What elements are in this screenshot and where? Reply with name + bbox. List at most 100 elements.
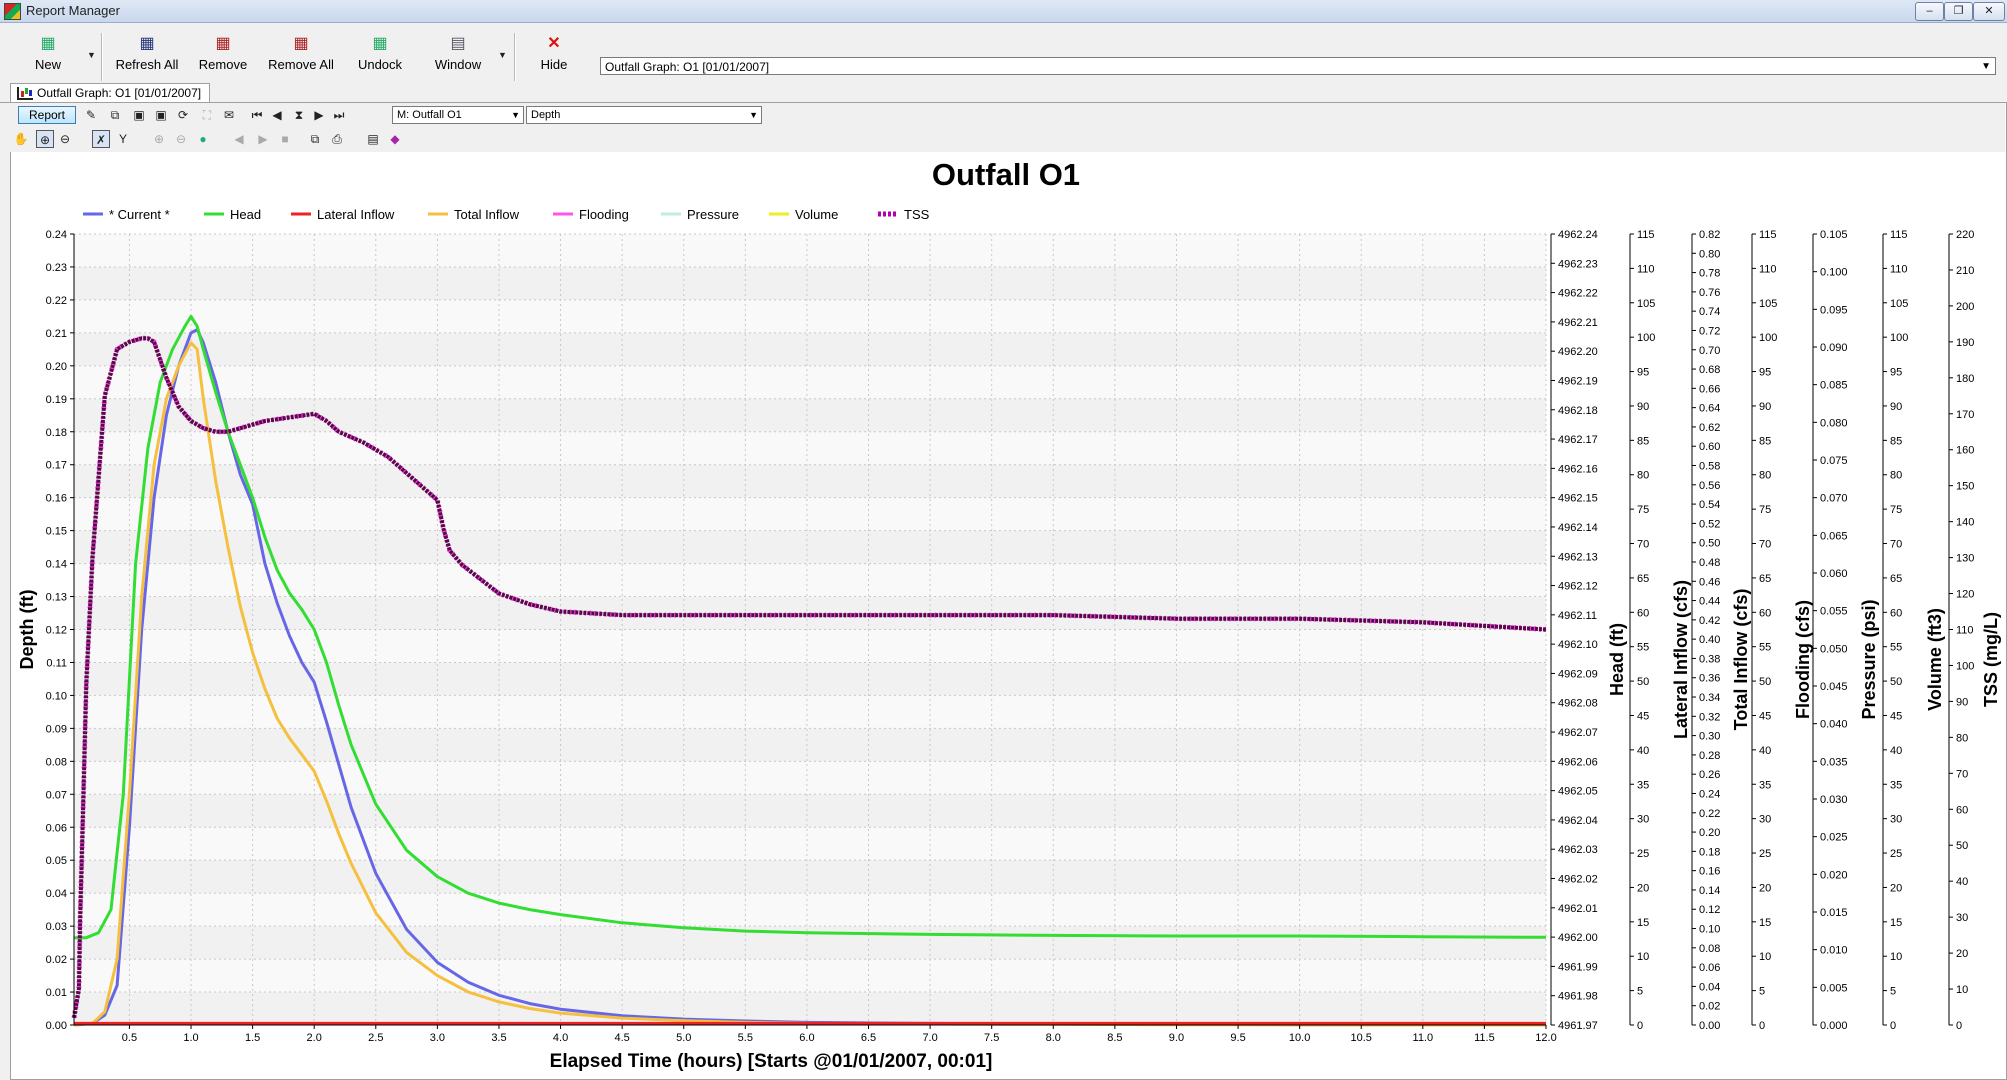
new-dropdown-arrow[interactable]: ▼ (87, 50, 96, 60)
play-forward-icon[interactable]: ▶ (258, 132, 268, 146)
previous-step-icon[interactable]: ◀ (272, 108, 282, 122)
depth-tick-label: 0.17 (46, 460, 67, 472)
depth-tick-label: 0.04 (46, 888, 67, 900)
close-window-button[interactable]: ✕ (1973, 2, 2005, 21)
axis-tick-label-3: 0.38 (1699, 653, 1720, 665)
window-icon: ▤ (450, 35, 466, 52)
axis-tick-label-2: 35 (1637, 779, 1649, 791)
zoom-box-in-icon[interactable]: ⊕ (153, 132, 165, 146)
axis-tick-label-5: 0.095 (1820, 304, 1848, 316)
remove-button[interactable]: ▦ Remove (198, 35, 248, 72)
report-manager-app-icon (4, 3, 21, 20)
axis-tick-label-3: 0.56 (1699, 480, 1720, 492)
axis-tick-label-2: 110 (1637, 263, 1655, 275)
copy-report-icon[interactable]: ⧉ (110, 108, 120, 122)
axis-tick-label-6: 65 (1890, 573, 1902, 585)
axis-tick-label-6: 0 (1890, 1020, 1896, 1032)
axis-tick-label-4: 65 (1759, 573, 1771, 585)
axis-tick-label-7: 20 (1956, 948, 1968, 960)
print-icon[interactable]: ⎙ (332, 132, 342, 146)
pan-hand-icon[interactable]: ✋ (13, 132, 29, 146)
chevron-down-icon: ▼ (749, 110, 758, 120)
stop-icon[interactable]: ■ (281, 132, 289, 146)
axis-tick-label-4: 100 (1759, 332, 1777, 344)
window-dropdown-arrow[interactable]: ▼ (498, 50, 507, 60)
report-select-dropdown[interactable]: Outfall Graph: O1 [01/01/2007] ▼ (600, 57, 1996, 75)
axis-tick-label-3: 0.36 (1699, 673, 1720, 685)
globe-icon[interactable]: ● (199, 132, 207, 146)
axis-tick-label-3: 0.80 (1699, 248, 1720, 260)
axis-tick-label-2: 70 (1637, 539, 1649, 551)
window-button[interactable]: ▤ Window (434, 35, 482, 72)
axis-tick-label-3: 0.12 (1699, 904, 1720, 916)
next-step-icon[interactable]: ▶ (314, 108, 324, 122)
axis-tick-label-3: 0.32 (1699, 711, 1720, 723)
depth-tick-label: 0.21 (46, 328, 67, 340)
minimize-button[interactable]: – (1915, 2, 1944, 21)
restore-button[interactable]: ❐ (1944, 2, 1973, 21)
graph-toolbar-secondary: ✋ ⊕ ⊖ ✗ Y ⊕ ⊖ ● ◀ ▶ ■ ⧉ ⎙ ▤ ◆ (10, 127, 2005, 152)
x-tick-label: 2.0 (307, 1032, 322, 1044)
chart-title: Outfall O1 (932, 157, 1080, 192)
edit-report-icon[interactable]: ✎ (85, 108, 97, 122)
axis-tick-label-5: 0.035 (1820, 756, 1848, 768)
first-step-icon[interactable]: ⏮ (251, 108, 263, 122)
new-report-icon: ▦ (40, 35, 56, 52)
last-step-icon[interactable]: ⏭ (333, 108, 345, 122)
depth-tick-label: 0.09 (46, 723, 67, 735)
axis-tick-label-2: 55 (1637, 642, 1649, 654)
axis-tick-label-7: 80 (1956, 732, 1968, 744)
properties-icon[interactable]: ▤ (367, 132, 379, 146)
axis-tick-label-6: 30 (1890, 814, 1902, 826)
axis-tick-label-6: 90 (1890, 401, 1902, 413)
variable-select-dropdown[interactable]: Depth ▼ (526, 106, 762, 124)
book-icon[interactable]: ◆ (390, 132, 400, 146)
axis-tick-label-2: 25 (1637, 848, 1649, 860)
grid-band (74, 662, 1546, 696)
axis-tick-label-6: 80 (1890, 470, 1902, 482)
axis-tick-label-1: 4962.01 (1558, 903, 1598, 915)
play-back-icon[interactable]: ◀ (234, 132, 244, 146)
axis-tick-label-2: 10 (1637, 951, 1649, 963)
axis-tick-label-3: 0.52 (1699, 518, 1720, 530)
chart-options-icon[interactable]: ⛶ (202, 108, 212, 122)
axis-tick-label-5: 0.090 (1820, 342, 1848, 354)
report-button[interactable]: Report (18, 106, 76, 124)
zoom-out-icon[interactable]: ⊖ (59, 132, 71, 146)
axis-tick-label-3: 0.46 (1699, 576, 1720, 588)
x-axis-tool-icon[interactable]: ✗ (92, 130, 110, 148)
object-select-dropdown[interactable]: M: Outfall O1 ▼ (392, 106, 524, 124)
axis-tick-label-5: 0.050 (1820, 643, 1848, 655)
undock-button[interactable]: ▦ Undock (357, 35, 403, 72)
series-head (74, 314, 1547, 940)
zoom-box-out-icon[interactable]: ⊖ (175, 132, 187, 146)
series-tss (72, 336, 1547, 1019)
axis-tick-label-1: 4961.98 (1558, 991, 1598, 1003)
export-icon[interactable]: ✉ (223, 108, 235, 122)
tab-outfall-graph[interactable]: Outfall Graph: O1 [01/01/2007] (10, 83, 211, 103)
grid-band (74, 266, 1546, 300)
y-axis-tool-icon[interactable]: Y (118, 132, 127, 146)
axis-tick-label-7: 40 (1956, 876, 1968, 888)
axis-tick-label-6: 55 (1890, 642, 1902, 654)
outfall-chart[interactable]: Outfall O1 * Current * Head Lateral Inflow… (11, 152, 2005, 1077)
grid-band (74, 926, 1546, 960)
depth-tick-label: 0.02 (46, 954, 67, 966)
axis-tick-label-2: 105 (1637, 298, 1655, 310)
axis-tick-label-7: 120 (1956, 589, 1974, 601)
hide-button[interactable]: ✕ Hide (540, 35, 568, 72)
axis-tick-label-2: 95 (1637, 367, 1649, 379)
zoom-in-icon[interactable]: ⊕ (36, 130, 54, 148)
axis-tick-label-4: 20 (1759, 882, 1771, 894)
save-icon[interactable]: ▣ (133, 108, 145, 122)
legend-label-flooding: Flooding (579, 207, 629, 222)
new-button[interactable]: ▦ New (34, 35, 61, 72)
refresh-icon[interactable]: ⟳ (177, 108, 189, 122)
depth-tick-label: 0.24 (46, 229, 67, 241)
refresh-all-button[interactable]: ▦ Refresh All (115, 35, 179, 72)
hourglass-icon[interactable]: ⧗ (294, 108, 304, 122)
save-as-icon[interactable]: ▣ (155, 108, 167, 122)
remove-all-button[interactable]: ▦ Remove All (268, 35, 334, 72)
axis-tick-label-1: 4962.22 (1558, 288, 1598, 300)
copy-icon[interactable]: ⧉ (310, 132, 320, 146)
